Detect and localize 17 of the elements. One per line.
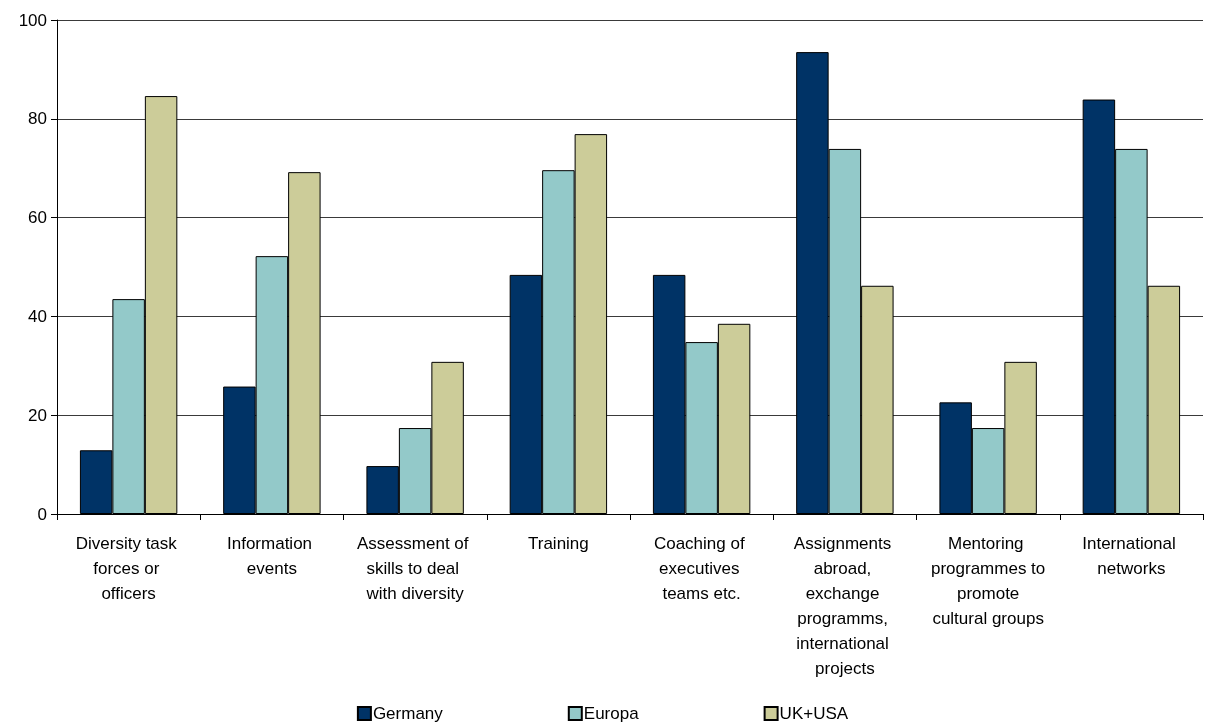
x-tick-label: Diversity task forces or officers [75, 534, 182, 603]
y-tick-label: 40 [28, 306, 47, 326]
legend-label: UK+USA [779, 704, 849, 723]
y-tick-label: 80 [28, 109, 47, 129]
x-tick-label: Coaching of executives teams etc. [653, 534, 750, 603]
x-tick-label: Assignments abroad, exchange programms, international projects [793, 534, 896, 678]
x-tick-label: Assessment of skills to deal with diversity [357, 534, 474, 603]
y-tick-label: 0 [37, 504, 47, 524]
y-tick-label: 100 [18, 10, 47, 30]
legend-label: Germany [372, 704, 444, 723]
x-tick-label: Information events [226, 534, 317, 578]
legend-label: Europa [583, 704, 640, 723]
y-tick-label: 60 [28, 208, 47, 228]
x-tick-label: International networks [1082, 534, 1181, 578]
x-tick-label: Mentoring programmes to promote cultural groups [930, 534, 1046, 628]
x-tick-label: Training [527, 534, 589, 553]
y-tick-label: 20 [28, 405, 47, 425]
